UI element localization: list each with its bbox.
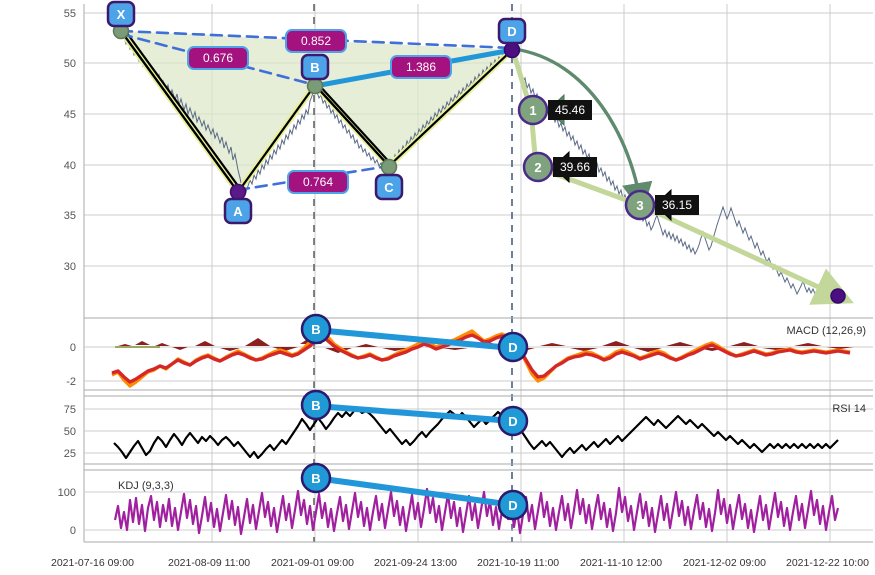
pattern-leg-xa-inner [123, 28, 242, 191]
ratio-badge-ac[interactable]: 0.764 [287, 170, 349, 194]
projection-curve [513, 47, 653, 214]
y-tick-45: 45 [64, 109, 76, 121]
macd-tick-neg2: -2 [66, 376, 76, 388]
macd-panel-label: MACD (12,26,9) [787, 325, 866, 337]
x-tick-1: 2021-08-09 11:00 [168, 557, 250, 569]
pivot-label-x[interactable]: X [106, 0, 136, 28]
pivot-label-b[interactable]: B [300, 53, 330, 81]
x-tick-2: 2021-09-01 09:00 [271, 557, 354, 569]
y-tick-30: 30 [64, 261, 76, 273]
rsi-tick-75: 75 [64, 404, 76, 416]
price-end-dot [830, 288, 846, 304]
macd-divergence-d-text: D [508, 340, 517, 355]
y-tick-40: 40 [64, 160, 76, 172]
pivot-label-a[interactable]: A [223, 197, 253, 225]
ratio-badge-xb-text: 0.676 [203, 51, 233, 65]
target-circle-2 [522, 151, 554, 183]
kdj-divergence-d-text: D [508, 498, 517, 513]
rsi-divergence-line [313, 403, 516, 424]
pivot-dot-a [229, 183, 247, 201]
kdj-grid [84, 469, 873, 543]
y-tick-35: 35 [64, 210, 76, 222]
pivot-label-a-text: A [233, 204, 243, 219]
target-marker-3[interactable]: 36.15 3 [624, 188, 699, 222]
kdj-divergence-marker-b[interactable]: B [300, 462, 332, 494]
pivot-label-c-text: C [384, 180, 394, 195]
macd-divergence-line [313, 327, 515, 351]
kdj-divergence-b-text: B [311, 471, 320, 486]
x-tick-4: 2021-10-19 11:00 [477, 557, 559, 569]
rsi-grid [84, 395, 873, 465]
target-circle-3 [624, 189, 656, 221]
kdj-tick-0: 0 [70, 525, 76, 537]
rsi-divergence-marker-d[interactable]: D [497, 405, 529, 437]
pattern-leg-xa-outer [120, 30, 239, 193]
x-axis-labels: 2021-07-16 09:00 2021-08-09 11:00 2021-0… [51, 557, 869, 569]
x-tick-3: 2021-09-24 13:00 [374, 557, 457, 569]
pivot-label-x-text: X [117, 7, 126, 22]
rsi-series [113, 407, 839, 460]
pivot-label-b-text: B [310, 60, 319, 75]
macd-divergence-marker-b[interactable]: B [300, 313, 332, 345]
ratio-badge-xd-text: 0.852 [301, 34, 331, 48]
retracement-xd [119, 29, 514, 50]
ratio-badge-xd[interactable]: 0.852 [285, 29, 347, 53]
kdj-divergence-line [313, 475, 516, 508]
ratio-badge-ac-text: 0.764 [303, 175, 333, 189]
target-value-2: 39.66 [560, 160, 590, 174]
target-number-3: 3 [636, 198, 643, 213]
y-tick-50: 50 [64, 58, 76, 70]
kdj-series [113, 486, 840, 536]
rsi-divergence-marker-b[interactable]: B [300, 389, 332, 421]
target-circle-1 [517, 94, 549, 126]
pivot-label-c[interactable]: C [374, 173, 404, 201]
target-marker-1[interactable]: 45.46 1 [517, 93, 592, 127]
pivot-dot-d [503, 41, 521, 59]
pivot-label-d-text: D [507, 24, 516, 39]
macd-divergence-b-text: B [311, 322, 320, 337]
target-number-1: 1 [529, 103, 536, 118]
rsi-panel-label: RSI 14 [832, 403, 866, 415]
pattern-leg-bc-outer [314, 84, 390, 167]
rsi-divergence-d-text: D [508, 414, 517, 429]
target-marker-2[interactable]: 39.66 2 [522, 150, 597, 184]
ratio-badge-bd[interactable]: 1.386 [390, 55, 452, 79]
target-number-2: 2 [534, 160, 541, 175]
kdj-divergence-marker-d[interactable]: D [497, 489, 529, 521]
price-y-axis-labels: 55 50 45 40 35 30 [64, 8, 76, 273]
kdj-panel-label: KDJ (9,3,3) [118, 480, 174, 492]
target-value-3: 36.15 [662, 198, 692, 212]
pivot-dot-c [380, 158, 398, 176]
rsi-tick-25: 25 [64, 448, 76, 460]
rsi-divergence-b-text: B [311, 398, 320, 413]
price-series [120, 31, 840, 298]
macd-divergence-marker-d[interactable]: D [497, 331, 529, 363]
ratio-badge-bd-text: 1.386 [406, 60, 436, 74]
pattern-leg-bc-inner [317, 83, 393, 166]
x-tick-5: 2021-11-10 12:00 [580, 557, 662, 569]
target-value-box-1 [548, 100, 592, 120]
macd-tick-0: 0 [70, 342, 76, 354]
target-value-box-2 [553, 157, 597, 177]
y-tick-55: 55 [64, 8, 76, 20]
target-value-1: 45.46 [555, 103, 585, 117]
pivot-dot-b [306, 77, 324, 95]
x-tick-0: 2021-07-16 09:00 [51, 557, 134, 569]
pivot-label-d[interactable]: D [497, 17, 527, 45]
kdj-tick-100: 100 [58, 487, 76, 499]
target-value-box-3 [655, 195, 699, 215]
x-tick-7: 2021-12-22 10:00 [786, 557, 869, 569]
x-tick-6: 2021-12-02 09:00 [683, 557, 766, 569]
ratio-badge-xb[interactable]: 0.676 [187, 46, 249, 70]
rsi-tick-50: 50 [64, 426, 76, 438]
